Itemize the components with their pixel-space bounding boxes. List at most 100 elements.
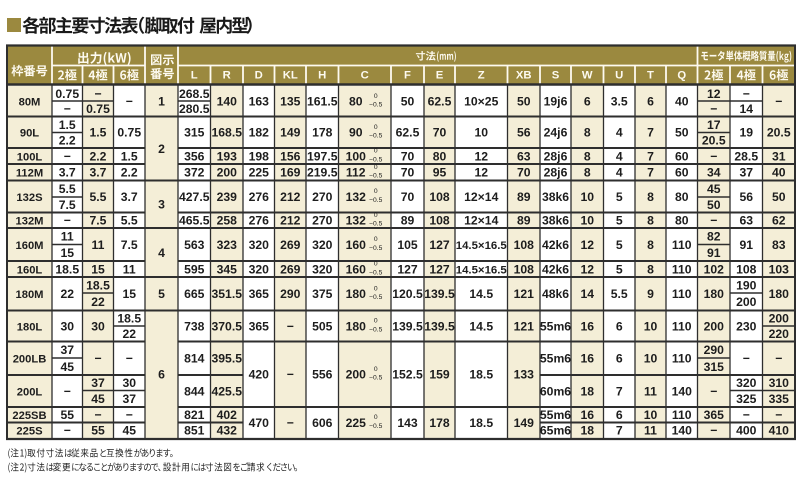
- svg-text:89: 89: [517, 190, 531, 204]
- svg-text:323: 323: [217, 238, 238, 252]
- svg-text:140: 140: [672, 384, 693, 398]
- svg-text:6: 6: [616, 408, 623, 422]
- svg-text:11: 11: [92, 238, 105, 252]
- svg-text:425.5: 425.5: [212, 384, 243, 398]
- svg-text:11: 11: [644, 384, 657, 398]
- svg-text:5: 5: [616, 238, 623, 252]
- svg-text:269: 269: [280, 238, 301, 252]
- svg-text:63: 63: [517, 149, 531, 163]
- svg-text:140: 140: [217, 95, 238, 109]
- svg-text:219.5: 219.5: [307, 166, 338, 180]
- svg-text:−: −: [743, 408, 750, 422]
- svg-text:103: 103: [769, 262, 790, 276]
- svg-text:420: 420: [249, 368, 270, 382]
- svg-text:55m6: 55m6: [540, 352, 571, 366]
- svg-text:200: 200: [346, 368, 367, 382]
- svg-text:6: 6: [584, 95, 591, 109]
- svg-text:8: 8: [647, 262, 654, 276]
- svg-text:28j6: 28j6: [544, 149, 568, 163]
- svg-text:15: 15: [91, 262, 105, 276]
- svg-text:200: 200: [769, 312, 790, 326]
- svg-text:121: 121: [514, 319, 535, 333]
- svg-text:168.5: 168.5: [212, 126, 243, 140]
- svg-text:178: 178: [429, 416, 450, 430]
- svg-text:38k6: 38k6: [542, 190, 569, 204]
- svg-text:−: −: [94, 408, 101, 422]
- svg-text:60m6: 60m6: [540, 384, 571, 398]
- svg-text:83: 83: [772, 238, 786, 252]
- svg-text:821: 821: [184, 408, 205, 422]
- svg-text:149: 149: [514, 416, 535, 430]
- svg-text:18.5: 18.5: [55, 262, 79, 276]
- svg-text:12: 12: [580, 238, 594, 252]
- svg-text:17: 17: [707, 118, 721, 132]
- svg-text:182: 182: [249, 126, 270, 140]
- svg-text:40: 40: [772, 166, 786, 180]
- svg-text:178: 178: [312, 126, 333, 140]
- svg-text:−0.5: −0.5: [369, 221, 382, 228]
- svg-text:120.5: 120.5: [392, 287, 423, 301]
- svg-text:320: 320: [312, 262, 333, 276]
- svg-text:55m6: 55m6: [540, 408, 571, 422]
- svg-text:110: 110: [672, 287, 692, 301]
- svg-text:200LB: 200LB: [13, 354, 47, 366]
- svg-text:351.5: 351.5: [212, 287, 243, 301]
- svg-text:C: C: [361, 69, 369, 81]
- svg-text:KL: KL: [283, 69, 298, 81]
- svg-text:606: 606: [312, 416, 333, 430]
- svg-text:9: 9: [647, 287, 654, 301]
- svg-text:110: 110: [672, 408, 692, 422]
- svg-text:102: 102: [704, 262, 725, 276]
- svg-text:18.5: 18.5: [117, 312, 141, 326]
- svg-text:6: 6: [616, 352, 623, 366]
- svg-text:2.2: 2.2: [59, 134, 76, 148]
- svg-text:45: 45: [122, 424, 136, 438]
- svg-text:−: −: [775, 95, 782, 109]
- svg-text:169: 169: [280, 166, 301, 180]
- svg-text:11: 11: [61, 230, 74, 244]
- svg-text:0.75: 0.75: [55, 87, 79, 101]
- svg-text:Q: Q: [677, 69, 686, 81]
- svg-text:220: 220: [769, 327, 790, 341]
- svg-text:−: −: [710, 149, 717, 163]
- svg-text:−: −: [775, 408, 782, 422]
- svg-text:7: 7: [647, 126, 654, 140]
- svg-text:1: 1: [158, 95, 165, 109]
- svg-text:−0.5: −0.5: [369, 269, 382, 276]
- svg-text:90: 90: [349, 126, 363, 140]
- svg-text:127: 127: [429, 262, 450, 276]
- svg-text:8: 8: [584, 149, 591, 163]
- svg-text:12: 12: [707, 87, 721, 101]
- svg-text:5.5: 5.5: [121, 214, 138, 228]
- svg-text:135: 135: [280, 95, 301, 109]
- svg-text:−0.5: −0.5: [369, 423, 382, 430]
- svg-text:18.5: 18.5: [469, 416, 493, 430]
- svg-text:50: 50: [675, 126, 689, 140]
- svg-text:34: 34: [707, 166, 721, 180]
- svg-text:70: 70: [401, 149, 415, 163]
- svg-text:62.5: 62.5: [396, 126, 420, 140]
- svg-text:190: 190: [736, 278, 757, 292]
- svg-text:16: 16: [580, 319, 594, 333]
- svg-text:19: 19: [739, 126, 753, 140]
- svg-text:290: 290: [704, 343, 725, 357]
- svg-text:−: −: [94, 352, 101, 366]
- svg-text:L: L: [191, 69, 198, 81]
- svg-text:0: 0: [374, 164, 378, 171]
- svg-text:−: −: [743, 352, 750, 366]
- svg-text:161.5: 161.5: [307, 95, 338, 109]
- svg-text:356: 356: [184, 149, 205, 163]
- svg-text:45: 45: [707, 182, 721, 196]
- svg-text:56: 56: [739, 190, 753, 204]
- svg-text:48k6: 48k6: [542, 287, 569, 301]
- svg-text:180L: 180L: [17, 321, 43, 333]
- svg-text:2.2: 2.2: [90, 149, 107, 163]
- svg-text:143: 143: [397, 416, 418, 430]
- svg-text:91: 91: [739, 238, 753, 252]
- svg-text:−: −: [710, 424, 717, 438]
- svg-text:465.5: 465.5: [179, 214, 210, 228]
- svg-text:160M: 160M: [16, 240, 44, 252]
- svg-text:−: −: [94, 87, 101, 101]
- svg-text:110: 110: [672, 262, 692, 276]
- svg-text:556: 556: [312, 368, 333, 382]
